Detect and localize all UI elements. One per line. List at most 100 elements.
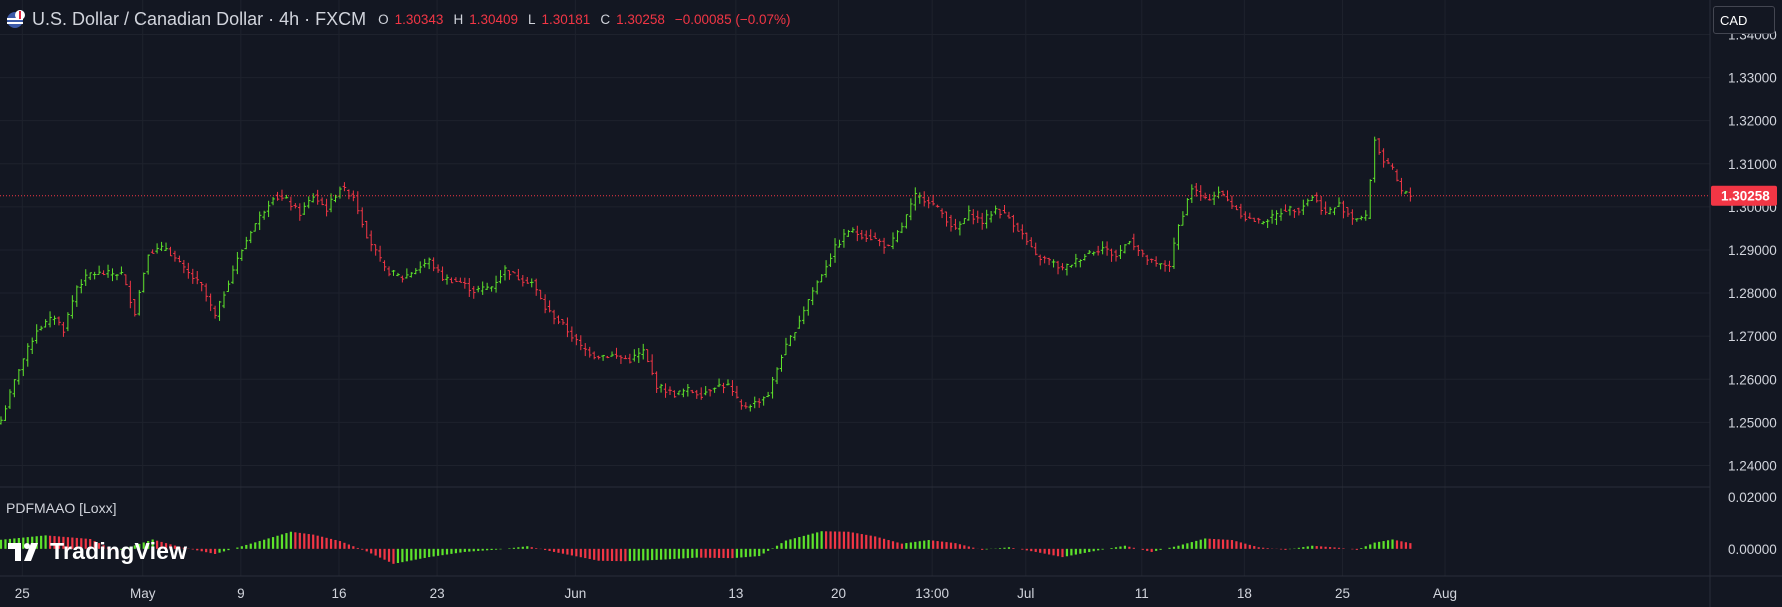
ohlc-bar: [0, 416, 3, 425]
ohlc-bar: [1234, 205, 1239, 211]
ohlc-bar: [306, 196, 311, 209]
price-axis-label: 1.26000: [1728, 372, 1777, 387]
ohlc-bar: [284, 194, 289, 199]
ohlc-bar: [222, 291, 226, 309]
ohlc-bar: [632, 349, 637, 362]
ohlc-bar: [989, 211, 993, 223]
ohlc-bar: [815, 280, 819, 295]
ohlc-bar: [387, 266, 391, 277]
ohlc-bar: [534, 278, 538, 296]
ohlc-bar: [298, 203, 302, 221]
symbol-title[interactable]: U.S. Dollar / Canadian Dollar · 4h · FXC…: [32, 8, 367, 29]
ohlc-bar: [788, 335, 793, 347]
ohlc-bar: [231, 265, 235, 284]
ohlc-bar: [262, 210, 266, 220]
time-axis-label: 9: [237, 586, 245, 601]
ohlc-bar: [877, 238, 882, 247]
ohlc-bar: [1350, 209, 1355, 225]
ohlc-bar: [449, 277, 454, 284]
ohlc-bar: [752, 396, 757, 409]
time-axis-label: 16: [331, 586, 346, 601]
time-axis: 25 May 9 16 23 Jun 13 20 13:00 Jul 11 18 25 Aug: [15, 586, 1457, 601]
ohlc-bar: [1355, 218, 1359, 222]
ohlc-bar: [1127, 241, 1132, 245]
ohlc-bar: [587, 346, 592, 358]
ohlc-bar: [101, 270, 106, 276]
tradingview-logo-text: TradingView: [50, 538, 188, 564]
ohlc-bar: [320, 197, 324, 206]
ohlc-bar: [106, 264, 110, 278]
tradingview-logo[interactable]: TradingView: [8, 538, 187, 565]
ohlc-bar: [949, 214, 953, 232]
ohlc-bar: [1154, 256, 1158, 267]
ohlc-bar: [993, 205, 998, 215]
ohlc-bar: [92, 271, 97, 280]
ohlc-bar: [70, 295, 75, 319]
ohlc-bar: [650, 354, 654, 376]
ohlc-bar: [904, 214, 909, 229]
ohlc-bar: [842, 229, 846, 248]
ohlc-bar: [1158, 263, 1163, 270]
ohlc-bar: [935, 204, 940, 208]
ohlc-bar: [458, 277, 463, 283]
ohlc-bar: [547, 300, 552, 313]
ohlc-bar: [859, 229, 864, 240]
ohlc-bar: [445, 274, 449, 285]
ohlc-bar: [271, 197, 275, 206]
ohlc-bar: [503, 265, 507, 281]
ohlc-bar: [543, 294, 547, 314]
ohlc-bar: [253, 223, 258, 232]
ohlc-bar: [962, 218, 967, 225]
ohlc-bar: [944, 211, 949, 227]
ohlc-bar: [177, 255, 182, 263]
ohlc-bar: [418, 261, 423, 274]
ohlc-bar: [614, 347, 619, 359]
ohlc-bar: [1198, 185, 1203, 201]
high-value: 1.30409: [469, 11, 518, 27]
price-axis-label: 1.29000: [1728, 243, 1777, 258]
close-value: 1.30258: [616, 11, 665, 27]
ohlc-bar: [293, 203, 298, 209]
ohlc-bar: [422, 258, 427, 268]
time-axis-label: 25: [1335, 586, 1350, 601]
ohlc-bar: [1265, 219, 1270, 229]
ohlc-bar: [851, 227, 855, 233]
ohlc-bar: [708, 389, 712, 397]
ohlc-bar: [984, 209, 989, 229]
price-axis-label: 1.32000: [1728, 114, 1777, 129]
ohlc-bar: [739, 399, 744, 410]
ohlc-bar: [1314, 192, 1319, 203]
ohlc-bar: [1368, 179, 1373, 220]
ohlc-bar: [1297, 207, 1301, 216]
currency-selector[interactable]: CAD: [1713, 6, 1775, 34]
last-price-tag: 1.30258: [1711, 185, 1777, 206]
ohlc-bar: [1042, 255, 1047, 264]
ohlc-bar: [141, 272, 146, 293]
ohlc-bar: [52, 315, 57, 325]
ohlc-bar: [775, 367, 779, 385]
ohlc-bar: [1136, 244, 1141, 257]
ohlc-bar: [1082, 253, 1087, 261]
ohlc-bar: [926, 196, 931, 209]
ohlc-bar: [1176, 224, 1181, 250]
ohlc-bar: [802, 306, 806, 325]
ohlc-bar: [204, 283, 208, 302]
ohlc-bar: [659, 383, 663, 393]
ohlc-bar: [1252, 217, 1257, 222]
indicator-title[interactable]: PDFMAAO [Loxx]: [6, 500, 117, 516]
ohlc-bar: [155, 243, 159, 254]
ohlc-bar: [663, 383, 668, 398]
ohlc-bar: [146, 254, 150, 275]
ohlc-bar: [34, 324, 39, 344]
time-axis-label: 20: [831, 586, 846, 601]
ohlc-bar: [311, 193, 315, 203]
ohlc-bar: [409, 272, 414, 278]
ohlc-bar: [953, 218, 958, 230]
ohlc-bar: [150, 249, 155, 254]
ohlc-bar: [186, 262, 191, 279]
ohlc-bar: [1172, 237, 1176, 269]
ohlc-bar: [30, 337, 35, 354]
ohlc-bar: [793, 332, 797, 341]
ohlc-bar: [88, 272, 92, 281]
